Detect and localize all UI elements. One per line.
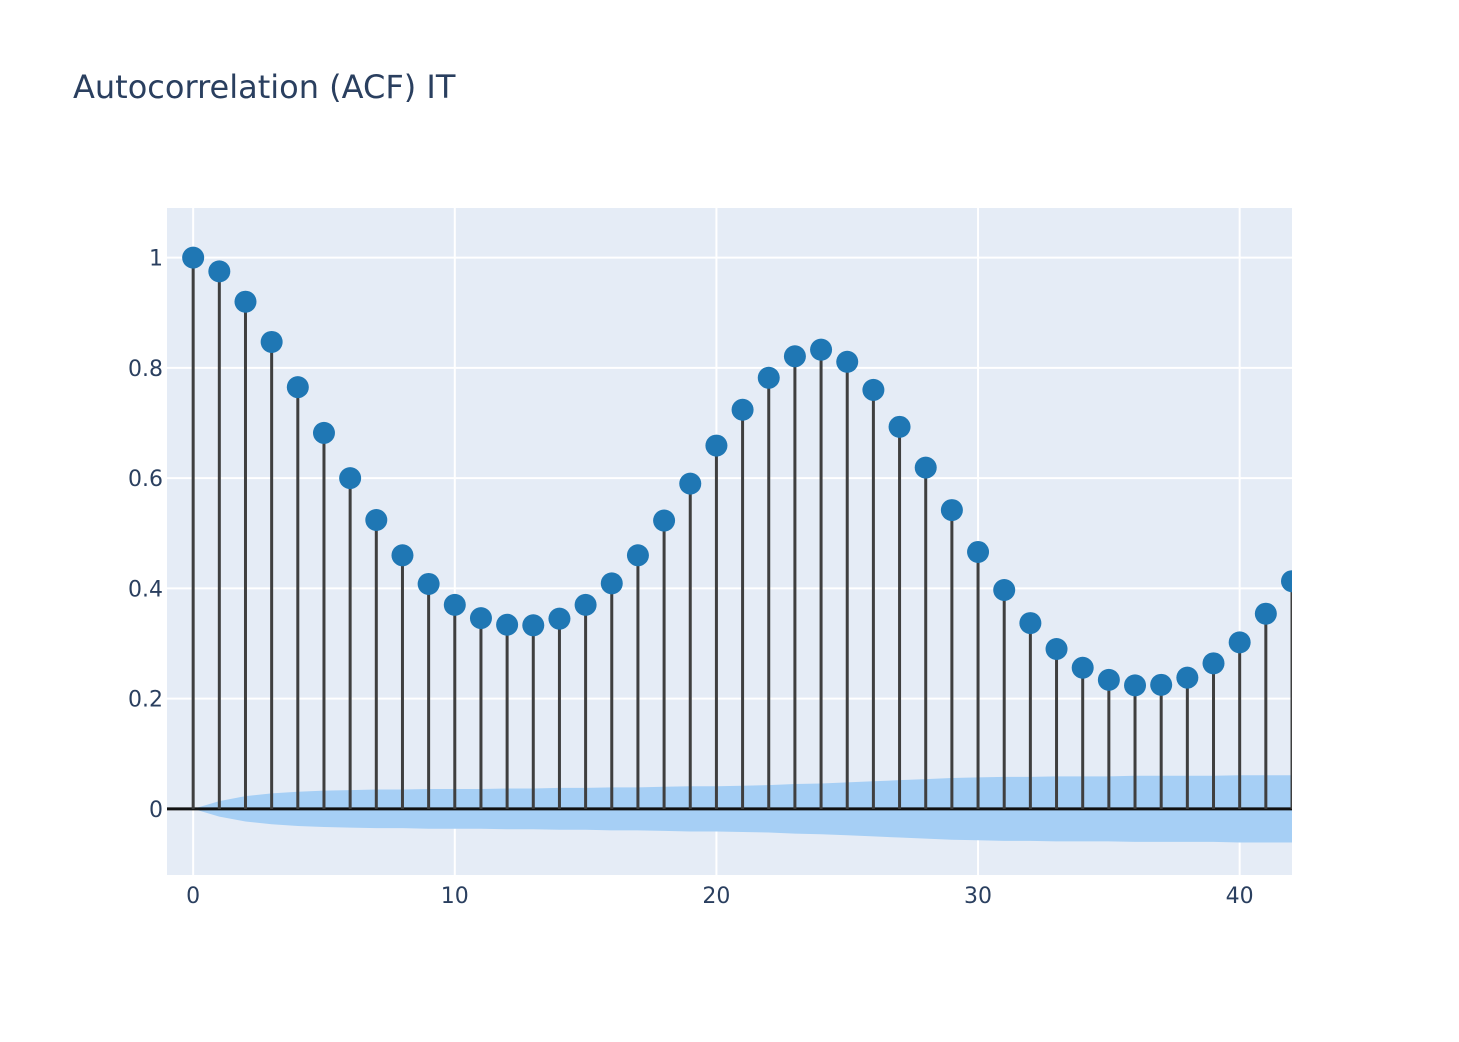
acf-marker (182, 246, 205, 269)
acf-marker (1254, 602, 1277, 625)
y-tick-label: 0.4 (128, 577, 163, 602)
acf-marker (705, 434, 728, 457)
x-tick-label: 30 (964, 884, 992, 909)
acf-marker (1176, 666, 1199, 689)
acf-marker (391, 544, 414, 567)
x-tick-label: 20 (702, 884, 730, 909)
acf-marker (1150, 673, 1173, 696)
acf-marker (731, 398, 754, 421)
acf-marker (600, 572, 623, 595)
acf-marker (1202, 652, 1225, 675)
acf-marker (286, 376, 309, 399)
acf-marker (312, 421, 335, 444)
x-tick-label: 0 (186, 884, 200, 909)
y-axis-ticks: 0 0.2 0.4 0.6 0.8 1 (128, 247, 163, 823)
acf-marker (469, 607, 492, 630)
acf-marker (836, 350, 859, 373)
acf-marker (548, 607, 571, 630)
y-tick-label: 0 (149, 798, 163, 823)
acf-marker (1097, 668, 1120, 691)
x-axis-ticks: 0 10 20 30 40 (186, 884, 1254, 909)
y-tick-label: 1 (149, 247, 163, 272)
acf-marker (496, 613, 519, 636)
acf-marker (443, 593, 466, 616)
acf-marker (888, 415, 911, 438)
acf-marker (862, 378, 885, 401)
acf-marker (914, 456, 937, 479)
acf-marker (757, 366, 780, 389)
y-tick-label: 0.6 (128, 467, 163, 492)
x-tick-label: 40 (1226, 884, 1254, 909)
acf-marker (234, 290, 257, 313)
acf-marker (522, 614, 545, 637)
acf-marker (260, 330, 283, 353)
y-tick-label: 0.8 (128, 357, 163, 382)
acf-marker (810, 338, 833, 361)
acf-marker (967, 540, 990, 563)
marker-layer (182, 246, 1292, 697)
acf-marker (1124, 674, 1147, 697)
plot-area (167, 208, 1292, 875)
acf-marker (626, 544, 649, 567)
acf-marker (365, 509, 388, 532)
acf-marker (993, 579, 1016, 602)
chart-title: Autocorrelation (ACF) IT (73, 68, 456, 106)
acf-marker (1019, 612, 1042, 635)
acf-marker (783, 345, 806, 368)
acf-marker (1281, 570, 1292, 593)
acf-marker (1071, 656, 1094, 679)
acf-marker (679, 472, 702, 495)
acf-marker (208, 260, 231, 283)
stem-layer (191, 257, 1292, 809)
acf-marker (339, 467, 362, 490)
acf-marker (940, 499, 963, 522)
acf-marker (574, 593, 597, 616)
x-tick-label: 10 (441, 884, 469, 909)
acf-marker (417, 572, 440, 595)
y-tick-label: 0.2 (128, 688, 163, 713)
acf-marker (1228, 631, 1251, 654)
acf-marker (653, 509, 676, 532)
acf-marker (1045, 637, 1068, 660)
